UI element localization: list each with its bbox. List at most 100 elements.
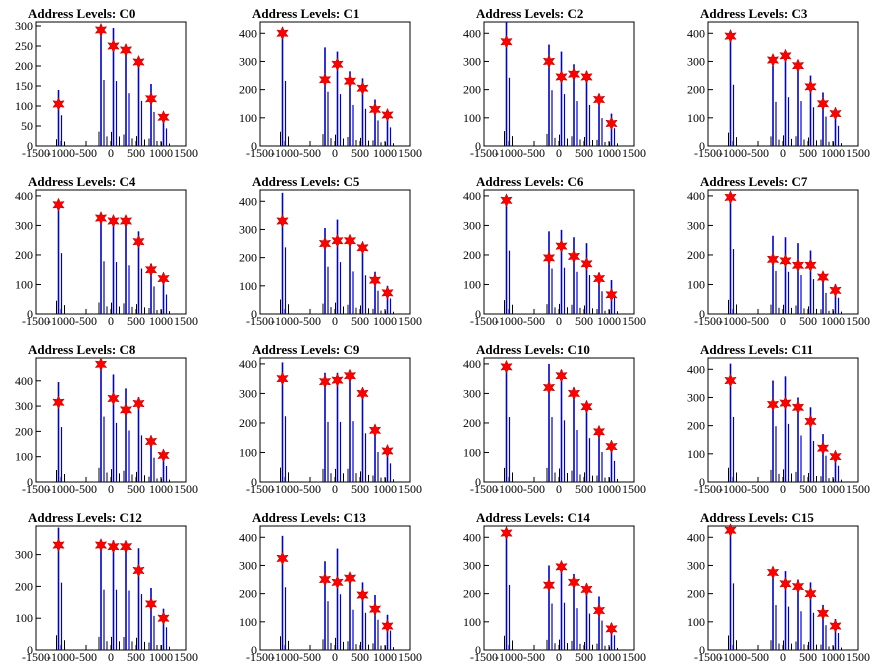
x-tick-label: 1000: [821, 146, 845, 160]
y-tick-label: 200: [463, 248, 481, 262]
x-tick-label: 1500: [622, 146, 646, 160]
level-star-marker: [542, 54, 556, 69]
panel-title: Address Levels: C15: [700, 510, 814, 525]
y-tick-label: 0: [699, 475, 705, 489]
level-star-marker: [119, 402, 133, 418]
x-tick-label: -1500: [246, 146, 274, 160]
x-tick-label: 1500: [846, 482, 870, 496]
x-tick-label: 0: [556, 482, 562, 496]
x-tick-label: 500: [127, 482, 145, 496]
level-star-marker: [318, 374, 332, 389]
panel-title: Address Levels: C12: [28, 510, 142, 525]
level-star-marker: [555, 238, 568, 254]
panel-title: Address Levels: C6: [476, 174, 584, 189]
x-tick-label: 1500: [174, 314, 198, 328]
level-star-marker: [724, 523, 737, 538]
x-tick-label: 500: [575, 482, 593, 496]
y-tick-label: 300: [463, 558, 481, 572]
x-tick-label: -1500: [22, 314, 50, 328]
level-star-marker: [343, 74, 357, 89]
x-tick-label: -1000: [495, 482, 523, 496]
x-tick-label: -1000: [271, 650, 299, 664]
level-star-marker: [766, 397, 780, 412]
level-star-marker: [107, 213, 120, 229]
level-star-marker: [52, 537, 65, 553]
x-tick-label: -500: [747, 146, 769, 160]
y-tick-label: 0: [27, 139, 33, 153]
panel-title: Address Levels: C9: [252, 342, 360, 357]
y-tick-label: 200: [15, 424, 33, 438]
x-tick-label: -1500: [694, 146, 722, 160]
level-star-marker: [567, 67, 581, 82]
x-tick-label: 0: [332, 650, 338, 664]
x-tick-label: 1500: [174, 482, 198, 496]
level-star-marker: [368, 423, 382, 438]
level-star-marker: [107, 38, 120, 54]
panel-5: Address Levels: C5 0 100 200 300 400 -1500-100…: [239, 174, 422, 328]
x-tick-label: 500: [351, 314, 369, 328]
y-tick-label: 0: [475, 475, 481, 489]
level-star-marker: [276, 213, 289, 229]
level-star-marker: [592, 424, 606, 439]
y-tick-label: 200: [15, 579, 33, 593]
x-tick-label: 500: [575, 650, 593, 664]
panel-title: Address Levels: C7: [700, 174, 808, 189]
x-tick-label: -1000: [47, 146, 75, 160]
panel-12: Address Levels: C12 0 100 200 300 -1500-1000-…: [15, 510, 198, 664]
level-star-marker: [157, 271, 170, 286]
panel-13: Address Levels: C13 0 100 200 300 400 -1500-10…: [239, 510, 422, 664]
level-star-marker: [356, 240, 369, 255]
y-tick-label: 300: [15, 19, 33, 33]
y-tick-label: 300: [687, 558, 705, 572]
x-tick-label: 500: [575, 146, 593, 160]
level-star-marker: [605, 621, 618, 636]
y-tick-label: 400: [687, 530, 705, 544]
x-tick-label: -1000: [719, 650, 747, 664]
x-tick-label: -1000: [47, 482, 75, 496]
x-tick-label: 1000: [597, 314, 621, 328]
x-tick-label: 500: [799, 314, 817, 328]
x-tick-label: 0: [556, 650, 562, 664]
level-star-marker: [276, 371, 289, 386]
y-tick-label: 200: [15, 248, 33, 262]
x-tick-label: 1500: [398, 650, 422, 664]
x-tick-label: 500: [351, 146, 369, 160]
panel-15: Address Levels: C15 0 100 200 300 400 -1500-10…: [687, 510, 870, 664]
level-star-marker: [816, 96, 830, 111]
level-star-marker: [567, 386, 581, 401]
x-tick-label: 1500: [622, 650, 646, 664]
x-tick-label: -500: [75, 314, 97, 328]
y-tick-label: 400: [463, 26, 481, 40]
x-tick-label: 0: [332, 482, 338, 496]
level-star-marker: [144, 262, 158, 277]
x-tick-label: 1500: [622, 314, 646, 328]
x-tick-label: -500: [75, 650, 97, 664]
y-tick-label: 300: [687, 54, 705, 68]
y-tick-label: 0: [27, 475, 33, 489]
panel-11: Address Levels: C11 0 100 200 300 400 -1500-10…: [687, 342, 870, 496]
x-tick-label: 500: [799, 146, 817, 160]
panel-title: Address Levels: C11: [700, 342, 813, 357]
level-star-marker: [791, 58, 805, 73]
panel-title: Address Levels: C0: [28, 6, 135, 21]
level-star-marker: [343, 233, 357, 248]
y-tick-label: 300: [239, 386, 257, 400]
x-tick-label: 1000: [373, 146, 397, 160]
level-star-marker: [555, 559, 568, 574]
x-tick-label: 500: [799, 650, 817, 664]
level-star-marker: [605, 116, 618, 131]
y-tick-label: 0: [251, 307, 257, 321]
level-star-marker: [107, 391, 120, 406]
level-star-marker: [331, 575, 344, 590]
x-tick-label: -1000: [719, 482, 747, 496]
panel-title: Address Levels: C2: [476, 6, 583, 21]
x-tick-label: -500: [747, 650, 769, 664]
y-tick-label: 200: [687, 83, 705, 97]
x-tick-label: -500: [299, 650, 321, 664]
level-star-marker: [381, 618, 394, 634]
level-star-marker: [157, 611, 170, 626]
panel-title: Address Levels: C14: [476, 510, 590, 525]
x-tick-label: 1500: [398, 314, 422, 328]
x-tick-label: -500: [747, 314, 769, 328]
y-tick-label: 300: [687, 390, 705, 404]
